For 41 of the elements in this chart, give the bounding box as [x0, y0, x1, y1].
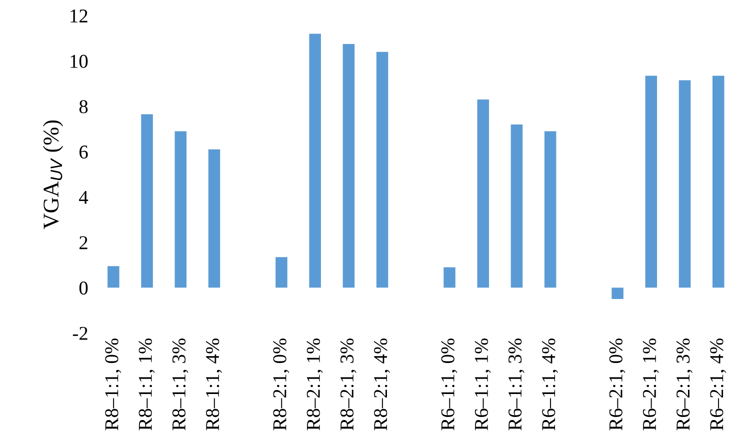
- bar: [612, 288, 624, 300]
- bar: [276, 257, 288, 288]
- x-tick-label: R8–1:1, 1%: [138, 338, 155, 430]
- bar: [477, 100, 489, 288]
- bar: [208, 149, 220, 288]
- bar: [510, 124, 523, 288]
- x-tick-label: R8–2:1, 4%: [374, 338, 390, 430]
- bar: [544, 131, 556, 288]
- x-tick-label: R6–2:1, 3%: [676, 338, 692, 430]
- x-tick-label: R8–1:1, 3%: [172, 338, 188, 430]
- bar: [309, 34, 321, 288]
- x-tick-label: R6–2:1, 0%: [609, 338, 626, 430]
- y-axis-title: VGA$_{UV}$ (%): [42, 120, 64, 230]
- x-tick-label: R8–1:1, 0%: [105, 338, 122, 430]
- bar: [141, 114, 153, 288]
- x-tick-label: R6–2:1, 4%: [710, 338, 726, 430]
- x-tick-label: R6–2:1, 1%: [642, 338, 659, 430]
- y-tick-label: -2: [72, 326, 88, 340]
- x-tick-label: R8–2:1, 1%: [306, 338, 323, 430]
- y-tick-label: 6: [80, 146, 88, 159]
- bar: [444, 267, 456, 288]
- y-tick-label: 2: [80, 236, 88, 250]
- x-tick-label: R6–1:1, 4%: [542, 338, 558, 430]
- x-tick-label: R6–1:1, 3%: [508, 338, 524, 430]
- x-tick-label: R6–1:1, 0%: [441, 338, 458, 430]
- bar: [376, 52, 388, 288]
- y-tick-label: 10: [70, 54, 88, 68]
- y-tick-label: 4: [79, 190, 88, 204]
- y-tick-label: 8: [79, 100, 88, 114]
- y-tick-label: 12: [70, 10, 88, 22]
- bar: [342, 44, 355, 288]
- x-tick-label: R6–1:1, 1%: [474, 338, 491, 430]
- x-tick-label: R8–2:1, 0%: [273, 338, 290, 430]
- bar: [712, 76, 724, 288]
- x-tick-label: R8–2:1, 3%: [340, 338, 356, 430]
- bar: [645, 76, 658, 288]
- bar: [174, 131, 187, 288]
- bar: [678, 80, 691, 288]
- y-tick-label: 0: [79, 281, 88, 295]
- bar: [108, 266, 120, 288]
- x-tick-label: R8–1:1, 4%: [206, 338, 222, 430]
